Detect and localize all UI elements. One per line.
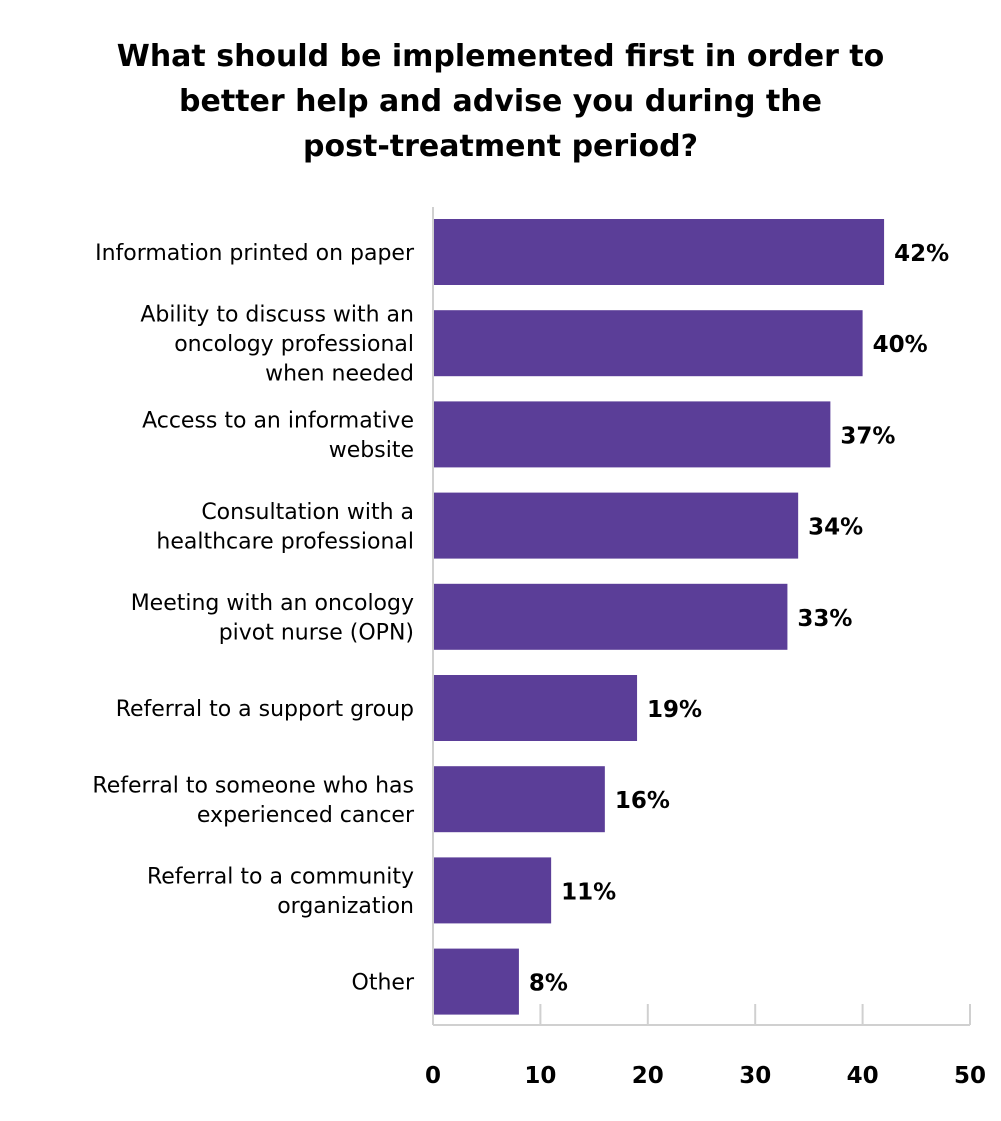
category-label-line: Other	[352, 971, 415, 996]
category-label: Meeting with an oncology pivot nurse (OPN…	[131, 591, 414, 646]
bar	[433, 219, 885, 285]
chart-title: What should be implemented first in orde…	[20, 34, 981, 169]
category-label-line: experienced cancer	[197, 803, 415, 828]
bars-layer	[433, 219, 885, 1015]
x-tick-label: 40	[847, 1063, 879, 1089]
value-labels: 42% 40% 37% 34% 33% 19% 16% 11% 8%	[529, 241, 949, 997]
x-tick-label: 30	[739, 1063, 771, 1089]
category-label-line: Ability to discuss with an	[140, 303, 414, 328]
x-tick-label: 20	[632, 1063, 664, 1089]
category-label-line: oncology professional	[174, 332, 414, 357]
category-label: Referral to a support group	[116, 697, 414, 722]
bar	[433, 583, 788, 650]
category-label-line: pivot nurse (OPN)	[219, 621, 414, 646]
bar	[433, 857, 552, 924]
category-label: Ability to discuss with an oncology profe…	[140, 303, 414, 387]
value-label: 16%	[615, 788, 670, 814]
category-label: Referral to someone who has experienced c…	[92, 773, 415, 828]
bar	[433, 766, 605, 833]
category-label: Other	[352, 971, 415, 996]
category-label-line: when needed	[265, 362, 414, 387]
value-label: 37%	[840, 423, 895, 449]
category-label: Consultation with a healthcare profession…	[156, 500, 414, 555]
category-label-line: Referral to a support group	[116, 697, 414, 722]
category-label-line: Referral to a community	[147, 865, 414, 890]
value-label: 33%	[797, 606, 852, 632]
category-label-line: website	[329, 438, 414, 463]
bar	[433, 401, 831, 468]
category-label: Information printed on paper	[95, 241, 415, 266]
x-tick-label: 50	[954, 1063, 986, 1089]
bar	[433, 310, 863, 377]
bar	[433, 675, 638, 741]
value-label: 19%	[647, 697, 702, 723]
category-label-line: organization	[277, 894, 414, 919]
value-label: 11%	[561, 879, 616, 905]
category-label-line: Referral to someone who has	[92, 773, 414, 798]
bar	[433, 948, 519, 1015]
x-tick-label: 10	[524, 1063, 556, 1089]
category-label-line: Consultation with a	[201, 500, 414, 525]
category-label-line: healthcare professional	[156, 529, 414, 554]
x-axis: 0 10 20 30 40 50	[425, 207, 986, 1089]
chart-title-line: better help and advise you during the	[179, 84, 822, 119]
category-label: Referral to a community organization	[147, 865, 414, 920]
x-tick-label: 0	[425, 1063, 441, 1089]
value-label: 34%	[808, 515, 863, 541]
category-label-line: Access to an informative	[142, 409, 414, 434]
category-label-line: Meeting with an oncology	[131, 591, 414, 616]
bar	[433, 492, 799, 559]
category-label-line: Information printed on paper	[95, 241, 415, 266]
category-label: Access to an informative website	[142, 409, 414, 464]
chart-title-line: What should be implemented first in orde…	[116, 39, 885, 74]
chart-title-line: post-treatment period?	[303, 129, 698, 164]
category-labels: Information printed on paper Ability to d…	[92, 241, 415, 996]
value-label: 42%	[894, 241, 949, 267]
value-label: 8%	[529, 971, 568, 997]
value-label: 40%	[873, 332, 928, 358]
